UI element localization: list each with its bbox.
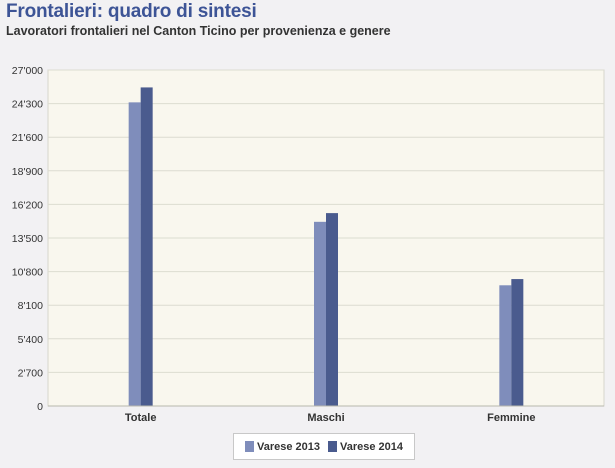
bar-femmine-series-1 — [499, 285, 512, 406]
y-tick-label: 10'800 — [12, 267, 43, 279]
y-tick-label: 0 — [37, 401, 43, 413]
y-tick-label: 24'300 — [12, 99, 43, 111]
legend-label-series-1: Varese 2013 — [256, 440, 320, 453]
bar-totale-series-1 — [128, 102, 141, 406]
chart-subtitle: Lavoratori frontalieri nel Canton Ticino… — [6, 24, 391, 38]
x-axis-category-labels: Totale Maschi Femmine — [125, 412, 536, 424]
chart-title: Frontalieri: quadro di sintesi — [6, 1, 257, 22]
x-category-label: Femmine — [487, 412, 535, 424]
chart-legend: Varese 2013 Varese 2014 — [233, 433, 415, 460]
legend-swatch-series-1 — [244, 441, 254, 452]
bar-maschi-series-1 — [314, 221, 326, 406]
legend-item-series-2: Varese 2014 — [328, 441, 403, 453]
bar-maschi-series-2 — [326, 213, 338, 406]
y-tick-label: 21'600 — [12, 132, 43, 144]
x-category-label: Maschi — [307, 412, 344, 424]
y-axis-tick-labels: 0 2'700 5'400 8'100 10'800 13'500 16'200 18'900… — [12, 65, 43, 413]
bar-totale-series-2 — [140, 87, 153, 406]
bars — [128, 87, 524, 406]
y-tick-label: 13'500 — [12, 233, 43, 245]
y-tick-label: 18'900 — [12, 166, 43, 178]
legend-item-series-1: Varese 2013 — [244, 440, 320, 453]
y-tick-label: 16'200 — [12, 199, 43, 211]
y-tick-label: 27'000 — [12, 65, 43, 77]
y-tick-label: 2'700 — [18, 367, 44, 379]
y-tick-label: 8'100 — [18, 300, 44, 312]
x-category-label: Totale — [125, 412, 157, 424]
legend-swatch-series-2 — [328, 441, 337, 452]
bar-femmine-series-2 — [511, 279, 524, 406]
y-tick-label: 5'400 — [18, 334, 44, 346]
legend-label-series-2: Varese 2014 — [340, 440, 404, 453]
